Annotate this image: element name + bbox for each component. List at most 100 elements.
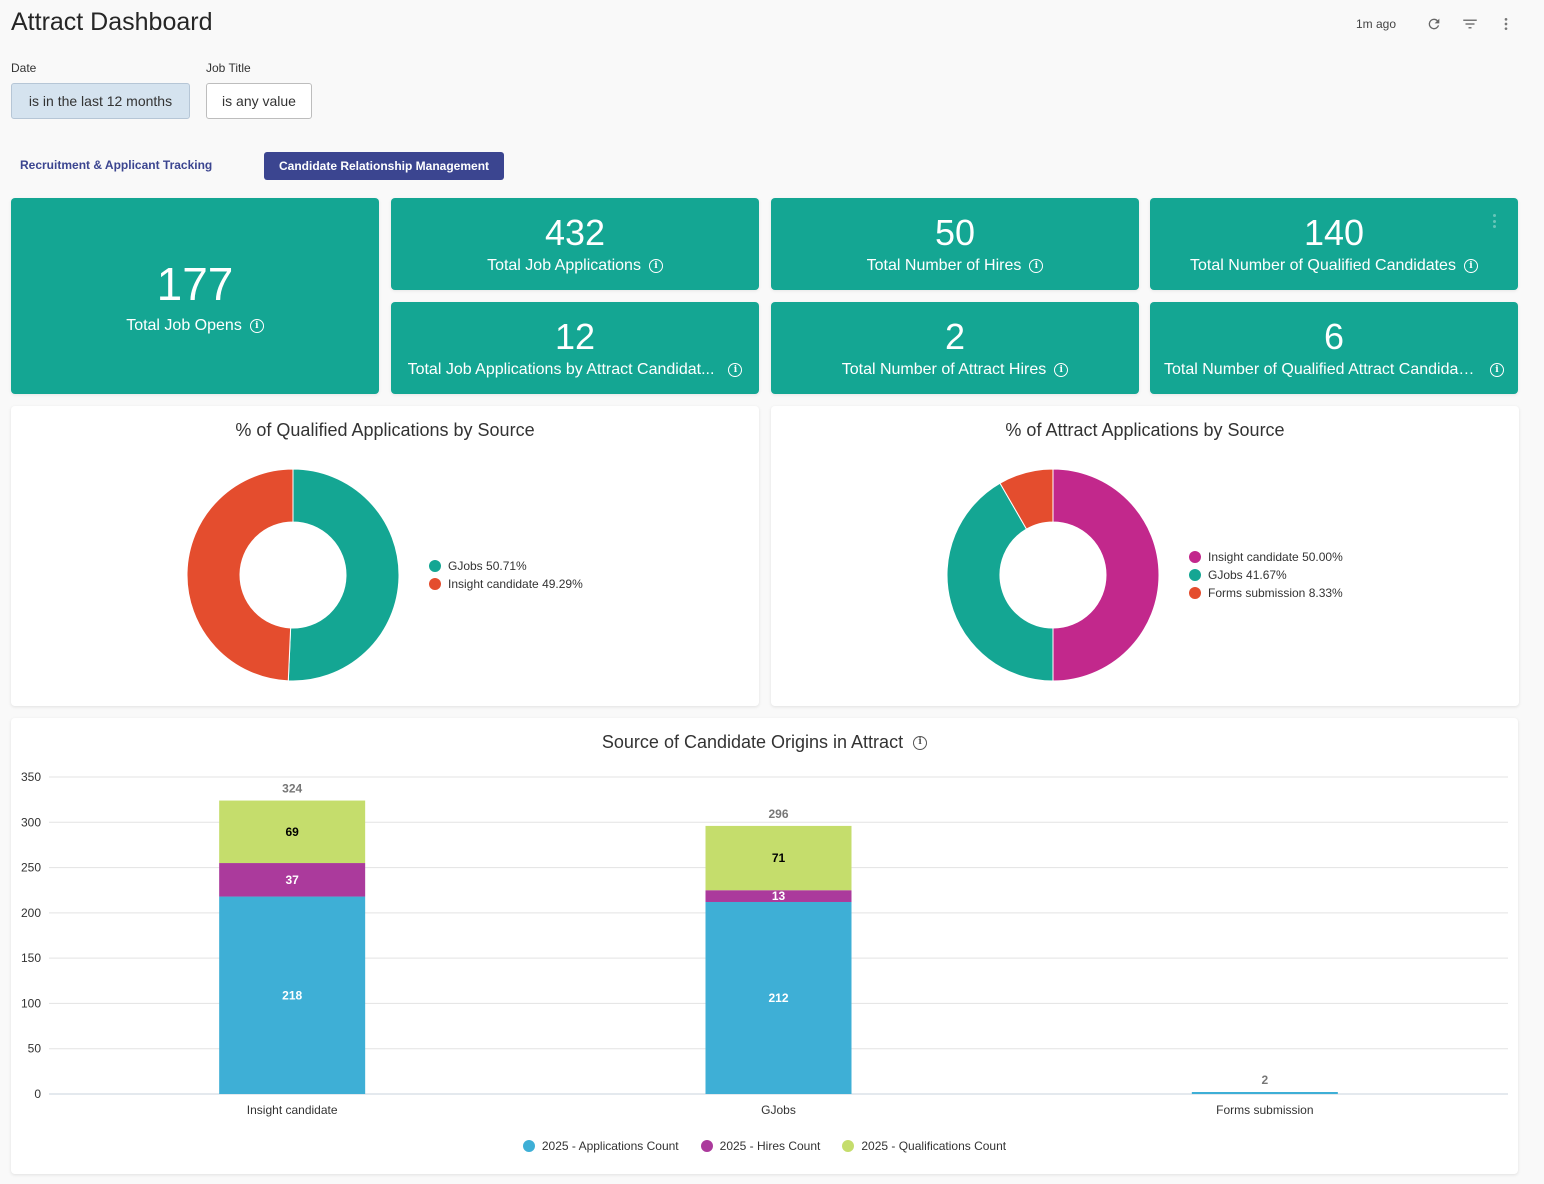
y-tick-label: 350: [21, 770, 41, 784]
chart-title-text: % of Qualified Applications by Source: [235, 420, 535, 440]
kpi-label: Total Job Applications by Attract Candid…: [408, 361, 743, 379]
legend-item[interactable]: 2025 - Applications Count: [522, 1137, 679, 1155]
legend-dot: [700, 1140, 713, 1152]
qualified-applications-by-source-card: % of Qualified Applications by Source GJ…: [11, 406, 759, 706]
legend-label: 2025 - Applications Count: [541, 1139, 679, 1153]
kpi-label: Total Number of Attract Hires i: [842, 361, 1069, 379]
kpi-label: Total Job Applications i: [487, 257, 663, 275]
info-icon[interactable]: i: [1463, 259, 1478, 273]
kpi-value: 140: [1303, 212, 1365, 253]
kpi-label: Total Number of Qualified Attract Candid…: [1164, 361, 1504, 379]
filter-icon[interactable]: [1460, 14, 1480, 34]
kpi-label: Total Job Opens i: [126, 317, 264, 335]
stacked-bar-chart: 0 50 100 150 200 250 300 350 218 37 69 324 Insight c…: [21, 770, 1508, 1117]
legend-label: Forms submission 8.33%: [1208, 586, 1343, 600]
donut-slice-insight-candidate[interactable]: [186, 468, 294, 682]
chart-title-text: % of Attract Applications by Source: [1005, 420, 1285, 440]
bar-segment-hires-count[interactable]: [219, 863, 366, 897]
bar-segment-applications-count[interactable]: [219, 896, 366, 1094]
chart-legend: GJobs 50.71% Insight candidate 49.29%: [429, 557, 583, 593]
y-tick-label: 300: [21, 815, 41, 829]
bar-segment-applications-count[interactable]: [705, 901, 852, 1094]
segment-value-label: 13: [772, 889, 786, 903]
kpi-attract-hires: 2 Total Number of Attract Hires i: [771, 302, 1139, 394]
bar-segment-qualifications-count[interactable]: [219, 800, 366, 864]
kpi-total-qualified-candidates: 140 Total Number of Qualified Candidates…: [1150, 198, 1518, 290]
kpi-total-job-applications: 432 Total Job Applications i: [391, 198, 759, 290]
x-tick-label: GJobs: [761, 1103, 796, 1117]
legend-item[interactable]: Forms submission 8.33%: [1189, 584, 1343, 602]
legend-item[interactable]: GJobs 41.67%: [1189, 566, 1343, 584]
kpi-label: Total Number of Hires i: [867, 257, 1044, 275]
legend-dot: [1189, 587, 1201, 599]
donut-slice-forms-submission[interactable]: [999, 468, 1054, 530]
more-vert-icon[interactable]: [1496, 14, 1516, 34]
tile-menu-icon[interactable]: [1492, 214, 1496, 228]
donut-slice-gjobs[interactable]: [287, 468, 400, 682]
date-filter-button[interactable]: is in the last 12 months: [11, 83, 190, 119]
kpi-label-text: Total Job Applications: [487, 257, 641, 274]
segment-value-label: 218: [282, 988, 302, 1002]
y-tick-label: 100: [21, 996, 41, 1010]
tab-candidate-relationship-management[interactable]: Candidate Relationship Management: [264, 152, 504, 180]
kpi-label-text: Total Number of Qualified Candidates: [1190, 257, 1456, 274]
kpi-value: 50: [934, 212, 976, 253]
legend-item[interactable]: 2025 - Hires Count: [700, 1137, 820, 1155]
legend-dot: [1189, 569, 1201, 581]
segment-value-label: 69: [285, 825, 299, 839]
job-title-filter-button[interactable]: is any value: [206, 83, 312, 119]
legend-label: GJobs 50.71%: [448, 559, 527, 573]
y-tick-label: 250: [21, 861, 41, 875]
segment-value-label: 212: [768, 991, 788, 1005]
tab-recruitment-applicant-tracking[interactable]: Recruitment & Applicant Tracking: [20, 158, 213, 172]
refresh-icon[interactable]: [1424, 14, 1444, 34]
kpi-value: 432: [544, 212, 606, 253]
donut-slice-gjobs[interactable]: [946, 482, 1054, 682]
kpi-value: 177: [156, 258, 234, 310]
chart-legend: 2025 - Applications Count 2025 - Hires C…: [11, 1137, 1518, 1155]
info-icon[interactable]: i: [913, 735, 928, 750]
filter-label: Date: [11, 61, 37, 75]
kpi-attract-qualified-candidates: 6 Total Number of Qualified Attract Cand…: [1150, 302, 1518, 394]
info-icon[interactable]: i: [648, 259, 663, 273]
legend-dot: [522, 1140, 535, 1152]
donut-slice-insight-candidate[interactable]: [1052, 468, 1160, 682]
y-tick-label: 150: [21, 951, 41, 965]
kpi-label-text: Total Number of Qualified Attract Candid…: [1164, 361, 1476, 378]
bar-segment-hires-count[interactable]: [705, 890, 852, 902]
info-icon[interactable]: i: [1054, 363, 1069, 377]
legend-label: GJobs 41.67%: [1208, 568, 1287, 582]
donut-chart-attract: [946, 468, 1160, 682]
info-icon[interactable]: i: [728, 363, 743, 377]
kpi-total-hires: 50 Total Number of Hires i: [771, 198, 1139, 290]
bar-segment-qualifications-count[interactable]: [705, 825, 852, 891]
legend-label: Insight candidate 50.00%: [1208, 550, 1343, 564]
segment-value-label: 37: [285, 873, 299, 887]
legend-dot: [842, 1140, 855, 1152]
y-tick-label: 0: [34, 1087, 41, 1101]
bar-segment-applications-count[interactable]: [1191, 1092, 1338, 1094]
filter-label: Job Title: [206, 61, 251, 75]
candidate-origins-card: Source of Candidate Origins in Attract i …: [11, 718, 1518, 1174]
legend-item[interactable]: Insight candidate 50.00%: [1189, 548, 1343, 566]
attract-applications-by-source-card: % of Attract Applications by Source Insi…: [771, 406, 1519, 706]
page-title: Attract Dashboard: [11, 8, 213, 36]
kpi-label-text: Total Job Opens: [126, 317, 242, 334]
legend-item[interactable]: GJobs 50.71%: [429, 557, 583, 575]
segment-value-label: 71: [772, 851, 786, 865]
info-icon[interactable]: i: [249, 319, 264, 333]
info-icon[interactable]: i: [1490, 363, 1504, 377]
legend-item[interactable]: 2025 - Qualifications Count: [842, 1137, 1006, 1155]
legend-dot: [429, 578, 441, 590]
y-tick-label: 200: [21, 906, 41, 920]
donut-chart-qualified: [186, 468, 400, 682]
kpi-value: 6: [1323, 316, 1345, 357]
kpi-label-text: Total Job Applications by Attract Candid…: [407, 361, 715, 378]
kpi-label-text: Total Number of Attract Hires: [841, 361, 1047, 378]
legend-item[interactable]: Insight candidate 49.29%: [429, 575, 583, 593]
info-icon[interactable]: i: [1029, 259, 1044, 273]
legend-label: 2025 - Qualifications Count: [861, 1139, 1007, 1153]
kpi-value: 12: [554, 316, 596, 357]
last-updated: 1m ago: [1355, 17, 1396, 31]
bar-total-label: 324: [282, 782, 302, 796]
